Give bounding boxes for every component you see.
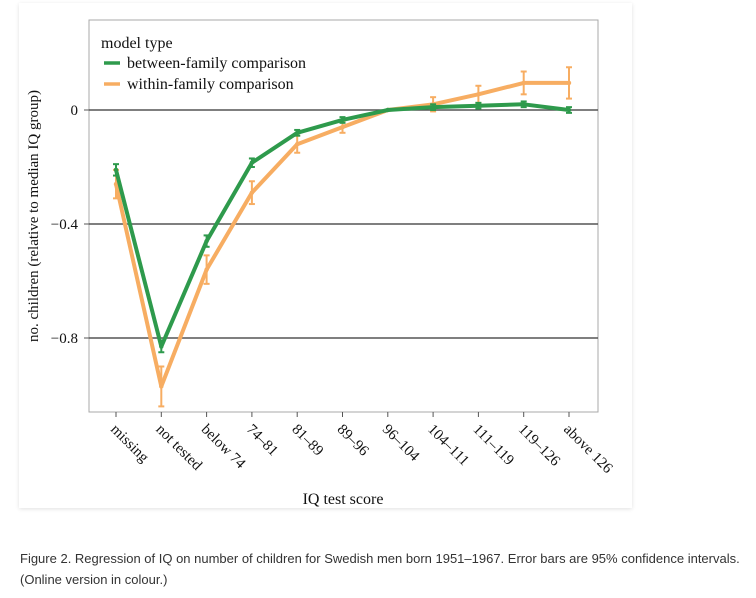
data-point [476,103,481,108]
x-tick-label: below 74 [198,422,249,473]
data-point [430,104,436,110]
figure-caption: Figure 2. Regression of IQ on number of … [20,551,740,587]
data-point [566,107,572,113]
y-tick-label: −0.4 [51,217,79,233]
series-layer [113,66,572,408]
legend: model type between-family comparison wit… [101,35,306,93]
legend-label-between-family: between-family comparison [127,55,306,72]
data-point [295,142,300,147]
x-tick-label: 81–89 [288,422,326,460]
data-point [566,80,572,86]
series-within-family [113,66,572,408]
y-axis-ticks: 0 −0.4 −0.8 [51,103,89,347]
series-between-family [113,100,572,354]
data-point [521,80,526,86]
x-tick-label: not tested [152,422,205,475]
x-axis-label: IQ test score [303,491,384,508]
gridlines [89,109,598,339]
data-point [113,167,119,173]
data-point [385,107,390,113]
x-tick-label: 104–111 [424,422,472,470]
data-point [295,130,300,135]
x-tick-label: above 126 [560,422,616,478]
y-tick-label: −0.8 [51,331,78,347]
data-point [340,117,345,123]
x-tick-label: missing [107,422,152,467]
legend-label-within-family: within-family comparison [127,76,294,93]
data-point [476,92,481,97]
data-point [249,160,255,165]
data-point [249,190,255,195]
x-tick-label: 119–126 [515,422,563,470]
y-axis-label: no. children (relative to median IQ grou… [26,90,42,342]
y-tick-label: 0 [71,103,79,119]
data-point [340,124,345,130]
x-tick-label: 96–104 [379,422,422,465]
x-tick-label: 74–81 [243,422,281,460]
data-point [521,102,526,107]
x-tick-label: 89–96 [334,422,372,460]
data-point [204,238,209,244]
data-point [204,267,209,272]
legend-title: model type [101,35,173,52]
data-point [159,344,164,349]
x-tick-label: 111–119 [470,422,517,469]
data-point [113,181,119,187]
data-point [159,384,164,389]
